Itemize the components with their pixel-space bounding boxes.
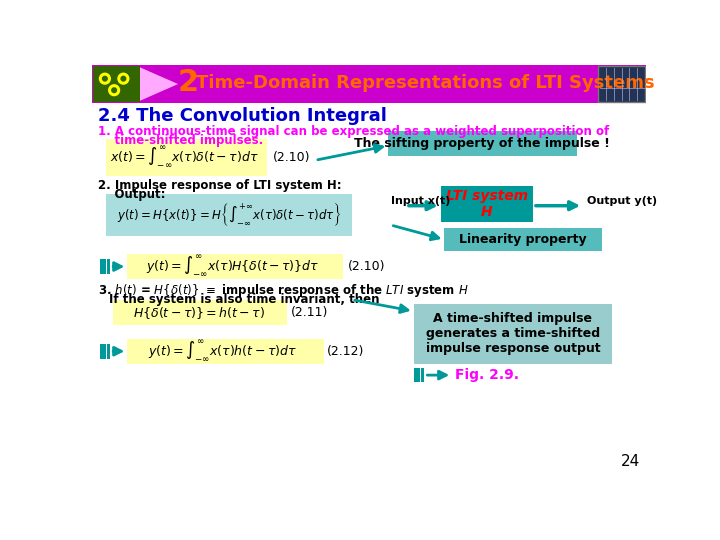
Text: 1. A continuous-time signal can be expressed as a weighted superposition of: 1. A continuous-time signal can be expre… xyxy=(98,125,609,138)
Bar xyxy=(421,368,425,382)
Circle shape xyxy=(102,76,107,81)
Text: (2.11): (2.11) xyxy=(290,306,328,319)
Bar xyxy=(99,259,106,274)
Text: CHAPTER: CHAPTER xyxy=(149,69,181,73)
Bar xyxy=(106,139,267,176)
Circle shape xyxy=(109,85,120,96)
Text: 2.4 The Convolution Integral: 2.4 The Convolution Integral xyxy=(98,107,387,125)
Text: The sifting property of the impulse !: The sifting property of the impulse ! xyxy=(354,137,610,150)
Text: time-shifted impulses.: time-shifted impulses. xyxy=(98,134,264,147)
Text: Fig. 2.9.: Fig. 2.9. xyxy=(455,368,519,382)
Bar xyxy=(444,228,603,251)
Bar xyxy=(107,259,110,274)
Text: $y(t)=\int_{-\infty}^{\infty}x(\tau)H\{\delta(t-\tau)\}d\tau$: $y(t)=\int_{-\infty}^{\infty}x(\tau)H\{\… xyxy=(146,254,320,279)
Text: 2. Impulse response of LTI system H:: 2. Impulse response of LTI system H: xyxy=(98,179,341,192)
Bar xyxy=(107,343,110,359)
Circle shape xyxy=(118,73,129,84)
Text: $x(t)=\int_{-\infty}^{\infty}x(\tau)\delta(t-\tau)d\tau$: $x(t)=\int_{-\infty}^{\infty}x(\tau)\del… xyxy=(110,145,258,170)
Text: 24: 24 xyxy=(621,454,640,469)
Bar xyxy=(441,186,533,222)
Text: 2: 2 xyxy=(178,68,199,97)
Bar xyxy=(94,66,140,102)
Text: Linearity property: Linearity property xyxy=(459,233,587,246)
Bar xyxy=(113,300,287,325)
Polygon shape xyxy=(140,67,178,101)
Bar xyxy=(92,65,647,103)
Text: If the system is also time invariant, then: If the system is also time invariant, th… xyxy=(109,293,379,306)
Bar xyxy=(127,254,343,279)
Text: Output:: Output: xyxy=(98,188,166,201)
Text: Output y(t): Output y(t) xyxy=(587,196,657,206)
Bar xyxy=(99,343,106,359)
Text: $y(t)=\int_{-\infty}^{\infty}x(\tau)h(t-\tau)d\tau$: $y(t)=\int_{-\infty}^{\infty}x(\tau)h(t-… xyxy=(148,339,297,364)
Circle shape xyxy=(121,76,126,81)
Bar xyxy=(598,66,645,102)
Text: A time-shifted impulse
generates a time-shifted
impulse response output: A time-shifted impulse generates a time-… xyxy=(426,312,600,355)
Text: (2.12): (2.12) xyxy=(327,345,364,357)
Text: 3. $h(t)$ = $H\{\delta(t)\}$ $\equiv$ impulse response of the $LTI$ system $H$: 3. $h(t)$ = $H\{\delta(t)\}$ $\equiv$ im… xyxy=(98,282,469,299)
Bar xyxy=(106,194,352,236)
Text: $H\{\delta(t-\tau)\}=h(t-\tau)$: $H\{\delta(t-\tau)\}=h(t-\tau)$ xyxy=(133,305,266,321)
Bar xyxy=(414,303,612,363)
Text: (2.10): (2.10) xyxy=(348,260,385,273)
Text: Time-Domain Representations of LTI Systems: Time-Domain Representations of LTI Syste… xyxy=(196,73,654,91)
Text: (2.10): (2.10) xyxy=(273,151,310,164)
Circle shape xyxy=(112,88,117,92)
Text: $y(t)=H\{x(t)\}=H\left\{\int_{-\infty}^{+\infty}x(\tau)\delta(t-\tau)d\tau\right: $y(t)=H\{x(t)\}=H\left\{\int_{-\infty}^{… xyxy=(117,202,341,228)
Text: Input x(t): Input x(t) xyxy=(390,196,450,206)
Circle shape xyxy=(99,73,110,84)
Text: LTI system
H: LTI system H xyxy=(446,189,528,219)
Bar xyxy=(414,368,420,382)
Bar xyxy=(388,131,577,156)
Bar xyxy=(127,339,323,363)
